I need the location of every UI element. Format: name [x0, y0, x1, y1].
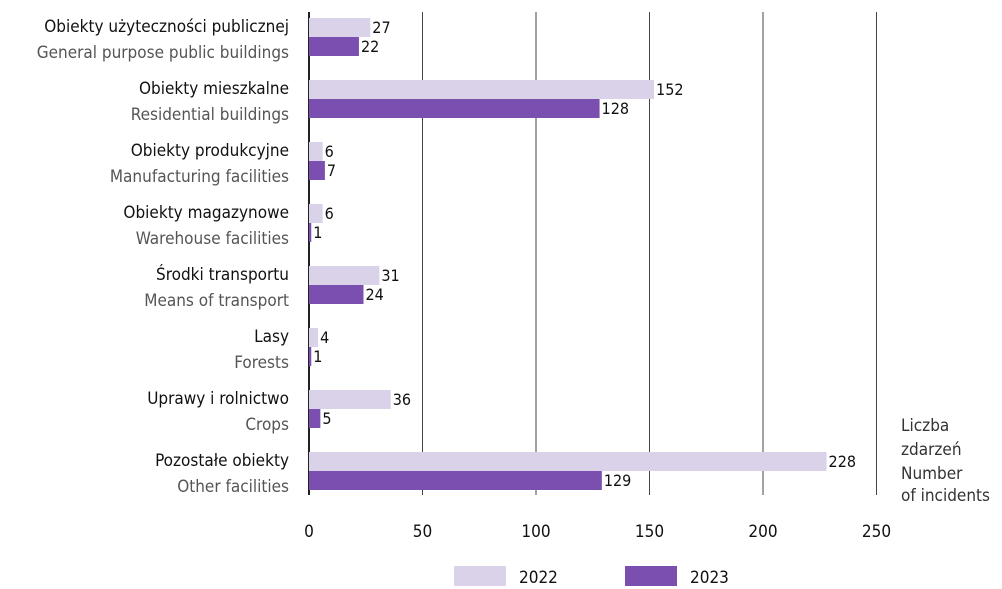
value-label-2023-1: 128	[602, 99, 629, 118]
value-label-2022-0: 27	[372, 18, 390, 37]
bars	[309, 18, 827, 490]
category-label-en-2: Manufacturing facilities	[110, 167, 289, 187]
bar-2022-4	[309, 266, 380, 285]
value-label-2022-3: 6	[325, 204, 334, 223]
value-label-2022-6: 36	[393, 390, 411, 409]
value-label-2023-6: 5	[322, 409, 331, 428]
value-label-2023-2: 7	[327, 161, 336, 180]
unit-label-line-2: Number	[901, 464, 963, 484]
legend-swatch-2023	[625, 566, 677, 586]
category-label-pl-3: Obiekty magazynowe	[123, 203, 289, 223]
category-label-en-1: Residential buildings	[131, 105, 289, 125]
bar-2023-6	[309, 409, 321, 428]
category-label-en-3: Warehouse facilities	[136, 229, 289, 249]
bar-2023-2	[309, 161, 325, 180]
category-label-en-0: General purpose public buildings	[37, 43, 289, 63]
category-label-en-4: Means of transport	[144, 291, 289, 311]
bar-2022-1	[309, 80, 655, 99]
bar-2022-7	[309, 452, 827, 471]
x-tick-0: 0	[304, 522, 314, 542]
value-label-2022-5: 4	[320, 328, 329, 347]
bar-2023-4	[309, 285, 364, 304]
legend-swatch-2022	[454, 566, 506, 586]
category-label-en-5: Forests	[234, 353, 289, 373]
x-tick-50: 50	[413, 522, 432, 542]
value-label-2022-1: 152	[656, 80, 683, 99]
x-axis-ticks: 0 50 100 150 200 250	[304, 522, 891, 542]
category-label-pl-6: Uprawy i rolnictwo	[147, 389, 289, 409]
unit-label-line-3: of incidents	[901, 486, 990, 506]
x-tick-100: 100	[521, 522, 550, 542]
bar-2023-5	[309, 347, 312, 366]
bar-2023-3	[309, 223, 312, 242]
unit-label-line-1: zdarzeń	[901, 440, 962, 460]
bar-2022-0	[309, 18, 371, 37]
legend-label-2022: 2022	[519, 568, 558, 588]
category-label-en-7: Other facilities	[177, 477, 289, 497]
category-label-en-6: Crops	[245, 415, 289, 435]
x-tick-250: 250	[862, 522, 891, 542]
category-label-pl-5: Lasy	[254, 327, 289, 347]
unit-label-line-0: Liczba	[901, 416, 949, 436]
legend: 2022 2023	[454, 566, 729, 588]
category-labels: Obiekty użyteczności publicznej General p…	[37, 17, 289, 497]
bar-2022-3	[309, 204, 323, 223]
category-label-pl-7: Pozostałe obiekty	[155, 451, 289, 471]
category-label-pl-4: Środki transportu	[156, 263, 289, 285]
bar-2023-0	[309, 37, 359, 56]
category-label-pl-2: Obiekty produkcyjne	[131, 141, 289, 161]
value-label-2023-7: 129	[604, 471, 631, 490]
value-label-2023-5: 1	[313, 347, 322, 366]
value-label-2022-4: 31	[381, 266, 399, 285]
category-label-pl-0: Obiekty użyteczności publicznej	[44, 17, 289, 37]
bar-2022-5	[309, 328, 319, 347]
value-label-2022-2: 6	[325, 142, 334, 161]
value-labels: 27 152 6 6 31 4 36 228 22 128 7 1 24 1 5 129	[313, 18, 856, 490]
value-label-2023-4: 24	[365, 285, 383, 304]
category-label-pl-1: Obiekty mieszkalne	[139, 79, 289, 99]
value-label-2023-3: 1	[313, 223, 322, 242]
value-label-2022-7: 228	[829, 452, 856, 471]
x-tick-150: 150	[635, 522, 664, 542]
value-label-2023-0: 22	[361, 37, 379, 56]
bar-2023-1	[309, 99, 600, 118]
legend-label-2023: 2023	[690, 568, 729, 588]
x-tick-200: 200	[748, 522, 777, 542]
bar-2022-6	[309, 390, 391, 409]
bar-2022-2	[309, 142, 323, 161]
bar-2023-7	[309, 471, 602, 490]
